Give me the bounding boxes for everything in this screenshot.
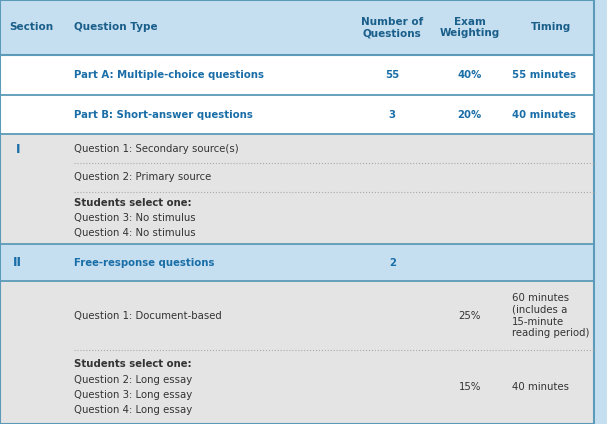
Text: Question 2: Primary source: Question 2: Primary source <box>74 172 212 182</box>
Text: Question 3: No stimulus: Question 3: No stimulus <box>74 213 196 223</box>
Text: 55: 55 <box>385 70 399 80</box>
Text: Question 3: Long essay: Question 3: Long essay <box>74 390 192 400</box>
Bar <box>0 244 594 281</box>
Text: Part B: Short-answer questions: Part B: Short-answer questions <box>74 109 253 120</box>
Text: 40 minutes: 40 minutes <box>512 382 569 392</box>
Text: 3: 3 <box>389 109 396 120</box>
Text: Part A: Multiple-choice questions: Part A: Multiple-choice questions <box>74 70 264 80</box>
Bar <box>0 0 594 55</box>
Bar <box>0 163 594 192</box>
Text: Question 1: Document-based: Question 1: Document-based <box>74 311 222 321</box>
Text: 2: 2 <box>389 258 396 268</box>
Text: II: II <box>13 256 22 269</box>
Bar <box>0 351 594 424</box>
Text: 55 minutes: 55 minutes <box>512 70 577 80</box>
Bar <box>0 281 594 351</box>
Text: Section: Section <box>9 22 53 32</box>
Text: Question 4: No stimulus: Question 4: No stimulus <box>74 228 196 238</box>
Text: Free-response questions: Free-response questions <box>74 258 215 268</box>
Text: Question 2: Long essay: Question 2: Long essay <box>74 374 192 385</box>
Text: Exam
Weighting: Exam Weighting <box>439 17 500 38</box>
Text: Question Type: Question Type <box>74 22 158 32</box>
Text: 60 minutes
(includes a
15-minute
reading period): 60 minutes (includes a 15-minute reading… <box>512 293 590 338</box>
Text: Timing: Timing <box>531 22 571 32</box>
Text: 15%: 15% <box>458 382 481 392</box>
Text: 20%: 20% <box>458 109 482 120</box>
Text: Number of
Questions: Number of Questions <box>361 17 424 38</box>
Text: Students select one:: Students select one: <box>74 359 192 369</box>
Bar <box>0 95 594 134</box>
Text: 40%: 40% <box>458 70 482 80</box>
Text: Question 4: Long essay: Question 4: Long essay <box>74 405 192 415</box>
Bar <box>0 192 594 244</box>
Text: 40 minutes: 40 minutes <box>512 109 577 120</box>
Bar <box>0 55 594 95</box>
Text: 25%: 25% <box>458 311 481 321</box>
Text: Question 1: Secondary source(s): Question 1: Secondary source(s) <box>74 144 239 154</box>
Text: I: I <box>16 143 20 156</box>
Bar <box>0 134 594 163</box>
Text: Students select one:: Students select one: <box>74 198 192 208</box>
